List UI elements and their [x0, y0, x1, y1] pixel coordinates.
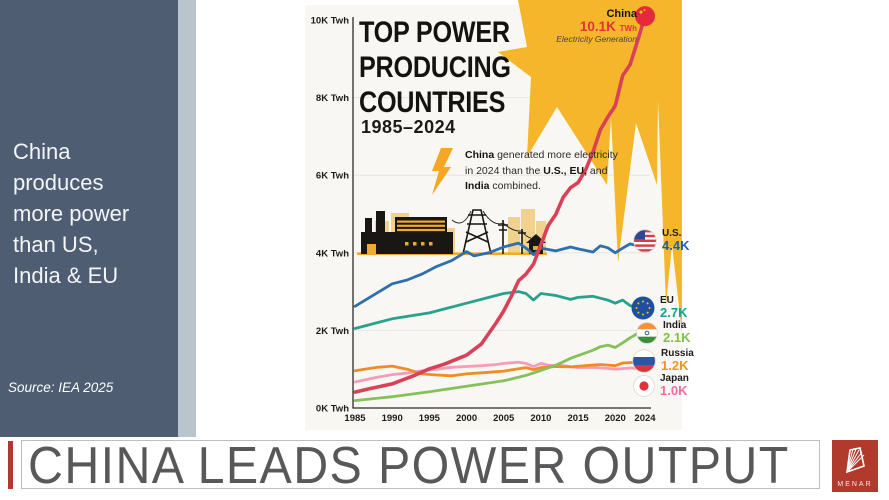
infographic-card: 0K Twh 2K Twh 4K Twh 6K Twh 8K Twh 10K Twh 198… — [305, 0, 694, 430]
sidebar: China produces more power than US, India & E… — [0, 0, 178, 437]
legend-us: U.S. 4.4K — [633, 228, 689, 253]
y-tick-label: 8K Twh — [316, 93, 349, 104]
sidebar-accent-strip — [178, 0, 196, 437]
slide-headline: China produces more power than US, India & E… — [13, 139, 130, 288]
y-tick-label: 0K Twh — [316, 404, 349, 415]
y-tick-label: 2K Twh — [316, 326, 349, 337]
india-flag-icon — [636, 321, 658, 344]
china-callout: China 10.1K TWh Electricity Generation — [556, 8, 637, 44]
x-tick-label: 2010 — [530, 413, 551, 424]
menar-logo-icon — [846, 447, 865, 474]
eu-flag-icon — [631, 296, 655, 319]
series-line-india — [353, 325, 647, 403]
x-tick-label: 1985 — [344, 413, 366, 424]
axis — [352, 17, 651, 409]
x-tick-label: 1990 — [382, 413, 403, 424]
legend-russia: Russia 1.2K — [632, 348, 694, 373]
menar-logo-text: MENAR — [837, 481, 873, 488]
x-tick-label: 2000 — [456, 413, 477, 424]
x-tick-label: 2024 — [634, 413, 656, 424]
legend-india: India 2.1K — [636, 320, 690, 345]
x-tick-label: 1995 — [419, 413, 441, 424]
lightning-bolt-icon — [432, 148, 453, 195]
x-tick-label: 2015 — [568, 413, 590, 424]
menar-logo: MENAR — [832, 440, 878, 492]
china-callout-country: China — [606, 8, 637, 20]
russia-flag-icon — [632, 348, 656, 373]
factory-illustration — [357, 209, 547, 255]
china-flag-star — [643, 9, 646, 12]
banner-accent-bar — [8, 441, 13, 489]
source-note: Source: IEA 2025 — [8, 380, 114, 395]
y-tick-label: 6K Twh — [316, 171, 349, 182]
starburst-shape — [498, 0, 682, 333]
us-flag-icon — [633, 228, 657, 253]
x-tick-label: 2005 — [493, 413, 515, 424]
series-line-eu — [353, 290, 647, 330]
x-tick-label: 2020 — [605, 413, 626, 424]
chart-subtitle: 1985–2024 — [361, 117, 456, 137]
chart-title: TOP POWER PRODUCING COUNTRIES — [359, 16, 511, 119]
legend-eu: EU 2.7K — [631, 295, 687, 320]
line-chart: 0K Twh 2K Twh 4K Twh 6K Twh 8K Twh 10K Twh 198… — [311, 0, 682, 424]
banner-title-box — [21, 440, 820, 489]
y-tick-label: 4K Twh — [316, 248, 349, 259]
japan-flag-icon — [633, 374, 655, 397]
legend-japan: Japan 1.0K — [633, 373, 689, 398]
china-flag-star — [639, 10, 643, 14]
china-end-marker — [635, 6, 656, 27]
china-callout-value: 10.1K TWh — [579, 19, 637, 35]
series-line-china — [353, 14, 647, 394]
series-line-us — [353, 235, 647, 308]
slide-title: CHINA LEADS POWER OUTPUT — [28, 437, 790, 495]
chart-annotation: China generated more electricity in 2024 … — [465, 149, 618, 192]
series-line-russia — [353, 359, 647, 378]
y-tick-label: 10K Twh — [311, 16, 350, 27]
china-callout-caption: Electricity Generation — [556, 33, 637, 44]
